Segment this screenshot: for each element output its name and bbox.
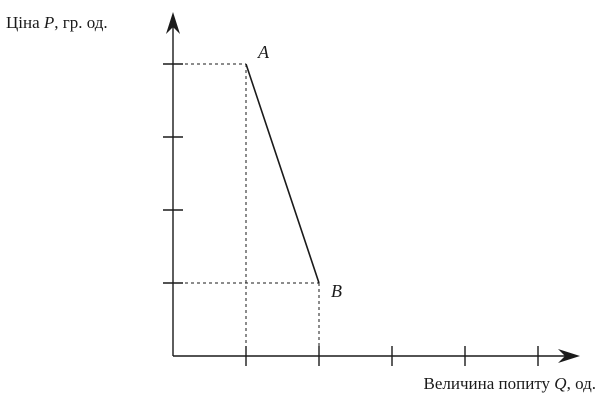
y-axis-arrow [166, 12, 180, 34]
x-axis-title-prefix: Величина попиту [423, 374, 555, 393]
y-axis-title-prefix: Ціна [6, 13, 44, 32]
point-label-a: A [257, 42, 270, 62]
x-axis-symbol: Q [554, 374, 567, 393]
demand-series [245, 63, 320, 284]
x-axis-arrow [558, 349, 580, 363]
y-axis-symbol: P [43, 13, 55, 32]
ticks [163, 63, 539, 366]
y-axis-title: Ціна P, гр. од. [6, 14, 108, 31]
x-axis-title-suffix: , од. [566, 374, 596, 393]
dashed-guides [173, 63, 320, 366]
x-axis-title: Величина попиту Q, од. [424, 375, 596, 392]
axes [166, 12, 580, 363]
y-axis-title-suffix: , гр. од. [54, 13, 108, 32]
point-label-b: B [331, 281, 342, 301]
demand-line [245, 63, 320, 284]
point-labels: AB [257, 42, 342, 301]
